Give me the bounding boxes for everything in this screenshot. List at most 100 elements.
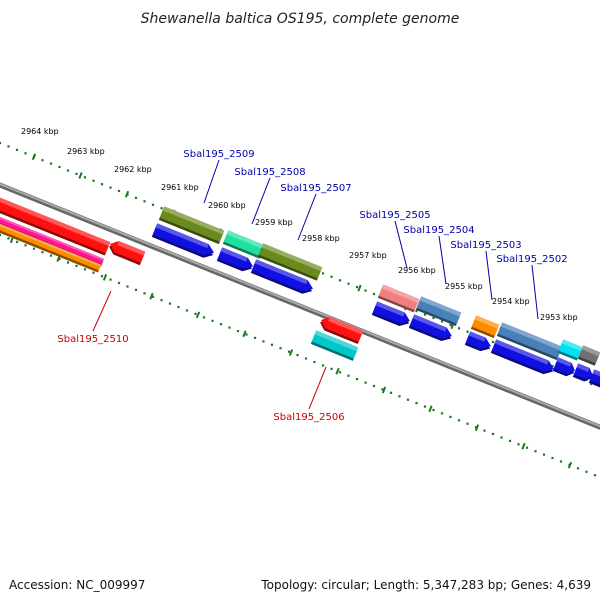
inner-track-dot xyxy=(372,384,376,388)
feature-sbal195-2504 xyxy=(415,296,462,327)
inner-track-dot xyxy=(262,340,265,343)
inner-track-dot xyxy=(126,285,129,288)
inner-track-dot xyxy=(525,446,529,449)
feature-gene-grey xyxy=(577,345,600,366)
feature-cds-4-highlight xyxy=(375,301,405,317)
inner-track-dot xyxy=(466,422,469,425)
inner-track-major-tick xyxy=(474,424,480,431)
inner-track-dot xyxy=(364,381,367,384)
outer-track-dot xyxy=(347,282,350,285)
gene-label-leader-0 xyxy=(203,159,220,204)
feature-sbal195-2510-b-highlight xyxy=(0,209,105,261)
inner-track-major-tick xyxy=(195,311,201,319)
gene-label-leader-4 xyxy=(438,235,447,285)
gene-label-leader-7 xyxy=(92,290,112,332)
outer-track-dot xyxy=(364,289,367,292)
gene-label-sbal195_2506: Sbal195_2506 xyxy=(273,412,344,423)
inner-track-dot xyxy=(389,391,393,394)
feature-sbal195-2505-highlight xyxy=(381,284,420,303)
inner-track-dot xyxy=(245,333,248,336)
feature-cds-4 xyxy=(371,301,410,326)
feature-sbal195-2506-a-highlight xyxy=(328,317,364,335)
outer-track-dot xyxy=(117,189,121,193)
feature-cds-1-highlight xyxy=(155,223,209,249)
feature-sbal195-2509-highlight xyxy=(162,206,225,235)
inner-track-dot xyxy=(355,378,359,381)
feature-sbal195-2503 xyxy=(470,315,500,339)
gene-label-sbal195_2509: Sbal195_2509 xyxy=(183,149,254,160)
inner-track-dot xyxy=(559,460,563,463)
backbone-line xyxy=(0,182,600,428)
outer-track-dot xyxy=(75,172,78,175)
feature-cds-7 xyxy=(490,339,554,375)
inner-track-major-tick xyxy=(381,386,387,394)
outer-track-dot xyxy=(457,327,461,330)
feature-sbal195-2504-highlight xyxy=(419,296,462,317)
gene-labels: Sbal195_2509 Sbal195_2508 Sbal195_2507 Sbal… xyxy=(57,149,567,423)
inner-track-dot xyxy=(500,436,503,439)
outer-track-major-tick xyxy=(357,284,362,292)
feature-sbal195-2510-d-highlight xyxy=(117,241,146,256)
gene-label-sbal195_2504: Sbal195_2504 xyxy=(403,225,474,236)
outer-track-dot xyxy=(440,320,444,323)
inner-track-major-tick xyxy=(149,292,154,300)
gene-label-sbal195_2510: Sbal195_2510 xyxy=(57,334,128,345)
inner-track-dot xyxy=(168,302,172,305)
inner-track-dot xyxy=(32,247,36,250)
inner-track-dot xyxy=(270,343,274,346)
inner-track-major-tick xyxy=(102,274,108,281)
inner-tick-track xyxy=(0,233,597,477)
scale-label-0: 2964 kbp xyxy=(21,127,59,136)
feature-sbal195-2510-d-body xyxy=(110,241,146,263)
feature-cds-6 xyxy=(464,331,491,352)
inner-track-dot xyxy=(83,268,87,271)
outer-track-dot xyxy=(49,162,53,165)
inner-track-dot xyxy=(330,367,333,370)
inner-track-dot xyxy=(66,261,70,264)
feature-cds-2 xyxy=(216,247,254,272)
inner-track-dot xyxy=(194,312,197,315)
inner-track-dot xyxy=(185,309,189,312)
scale-label-11: 2953 kbp xyxy=(540,313,578,322)
inner-track-dot xyxy=(534,450,537,453)
inner-track-dot xyxy=(415,402,418,405)
outer-track-major-tick xyxy=(78,172,83,179)
inner-track-dot xyxy=(177,306,180,309)
scale-label-10: 2954 kbp xyxy=(492,297,530,306)
feature-sbal195-2502-highlight xyxy=(500,322,563,351)
inner-track-dot xyxy=(313,360,316,364)
outer-track-dot xyxy=(41,159,44,162)
inner-track-major-tick xyxy=(567,461,573,469)
inner-track-major-tick xyxy=(335,367,340,375)
inner-track-dot xyxy=(551,456,554,460)
outer-track-dot xyxy=(160,207,163,210)
scale-label-3: 2961 kbp xyxy=(161,183,199,192)
inner-track-dot xyxy=(151,295,155,298)
inner-track-dot xyxy=(134,288,138,291)
feature-sbal195-2503-highlight xyxy=(474,315,500,329)
outer-track-major-tick xyxy=(31,153,37,161)
feature-gene-grey-highlight xyxy=(581,345,600,357)
outer-track-dot xyxy=(338,279,342,282)
feature-sbal195-2502 xyxy=(496,322,563,361)
inner-track-dot xyxy=(279,347,282,350)
inner-track-dot xyxy=(423,405,427,408)
feature-cds-1 xyxy=(151,223,214,258)
gene-label-leader-3 xyxy=(394,220,408,269)
feature-gene-cyan-highlight xyxy=(561,339,583,351)
outer-track-dot xyxy=(92,179,95,182)
inner-track-dot xyxy=(117,281,121,285)
inner-track-dot xyxy=(517,443,520,446)
feature-track xyxy=(0,190,600,388)
feature-sbal195-2507-highlight xyxy=(261,243,323,272)
gene-label-leader-2 xyxy=(297,193,317,241)
feature-cds-7-highlight xyxy=(494,339,549,365)
gene-label-leader-1 xyxy=(251,177,271,225)
outer-track-dot xyxy=(0,141,2,145)
feature-sbal195-2508 xyxy=(222,230,266,259)
outer-track-major-tick xyxy=(124,190,130,198)
feature-sbal195-2510-c xyxy=(0,216,102,273)
genome-backbone xyxy=(0,182,600,430)
inner-track-dot xyxy=(41,251,44,254)
